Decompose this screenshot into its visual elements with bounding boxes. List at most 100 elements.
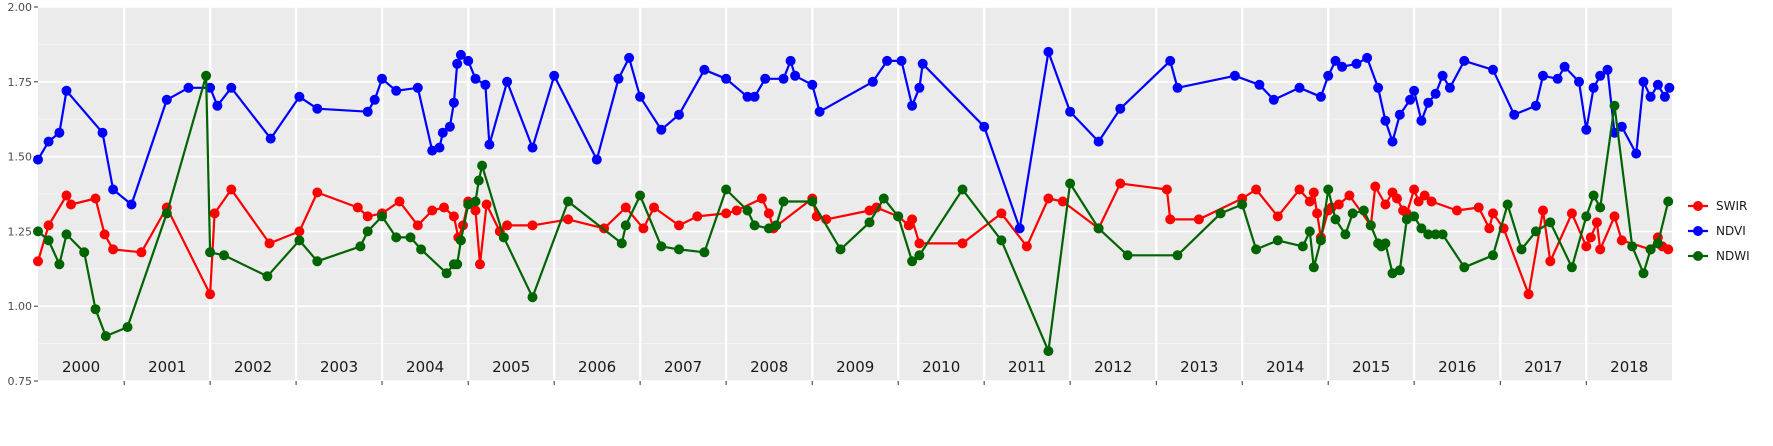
data-point-swir (1616, 235, 1627, 246)
data-point-ndvi (1043, 46, 1054, 57)
data-point-ndvi (1373, 82, 1384, 93)
data-point-ndvi (1394, 109, 1405, 120)
data-point-ndvi (61, 85, 72, 96)
data-point-ndwi (699, 247, 710, 258)
data-point-ndwi (878, 193, 889, 204)
data-point-ndvi (807, 79, 818, 90)
data-point-ndvi (265, 133, 276, 144)
data-point-ndvi (917, 58, 928, 69)
data-point-ndvi (1405, 94, 1416, 105)
data-point-ndwi (79, 247, 90, 258)
year-label: 2013 (1180, 358, 1218, 376)
year-label: 2010 (922, 358, 960, 376)
legend: SWIR NDVI NDWI (1688, 199, 1750, 263)
data-point-ndwi (1093, 223, 1104, 234)
data-point-ndvi (1581, 124, 1592, 135)
data-point-ndvi (1444, 82, 1455, 93)
data-point-ndwi (1347, 208, 1358, 219)
data-point-ndvi (1172, 82, 1183, 93)
data-point-ndvi (1538, 70, 1548, 81)
data-point-ndvi (778, 73, 789, 84)
data-point-ndvi (867, 76, 878, 87)
data-point-swir (90, 193, 101, 204)
data-point-ndvi (205, 82, 216, 93)
data-point-ndwi (201, 70, 212, 81)
data-point-ndvi (161, 94, 172, 105)
data-point-swir (33, 256, 43, 267)
data-point-ndwi (161, 208, 172, 219)
data-point-ndvi (742, 91, 753, 102)
data-point-swir (1595, 244, 1606, 255)
data-point-ndwi (1430, 229, 1441, 240)
year-label: 2009 (836, 358, 874, 376)
data-point-ndvi (699, 64, 710, 75)
data-point-swir (470, 205, 481, 216)
data-point-ndwi (721, 184, 732, 195)
data-point-ndwi (674, 244, 684, 255)
data-point-swir (1523, 289, 1534, 300)
data-point-ndwi (54, 259, 65, 270)
data-point-ndvi (312, 103, 323, 114)
data-point-swir (756, 193, 767, 204)
data-point-ndwi (355, 241, 366, 252)
axes: 0.75 1.00 1.25 1.50 1.75 2.00 2000 2001 2002 2003… (8, 1, 1649, 388)
data-point-ndwi (498, 232, 509, 243)
data-point-ndvi (1437, 70, 1448, 81)
data-point-ndwi (1645, 244, 1656, 255)
legend-label: NDWI (1716, 249, 1750, 263)
data-point-ndwi (1297, 241, 1308, 252)
data-point-ndvi (1351, 58, 1362, 69)
data-point-ndvi (1409, 85, 1420, 96)
data-point-ndvi (1530, 100, 1541, 111)
legend-label: NDVI (1716, 224, 1746, 238)
y-tick-label: 1.00 (8, 300, 33, 313)
data-point-swir (1426, 196, 1437, 207)
data-point-ndwi (1595, 202, 1606, 213)
data-point-ndvi (1645, 91, 1656, 102)
data-point-swir (1545, 256, 1556, 267)
data-point-swir (136, 247, 147, 258)
data-point-ndvi (1616, 121, 1627, 132)
data-point-ndwi (1323, 184, 1334, 195)
data-point-ndwi (100, 331, 111, 342)
data-point-ndvi (108, 184, 119, 195)
data-point-ndvi (1014, 223, 1025, 234)
data-point-ndwi (219, 250, 229, 261)
data-point-ndvi (907, 100, 918, 111)
data-point-ndvi (455, 49, 466, 60)
data-point-ndvi (448, 97, 459, 108)
data-point-ndvi (43, 136, 54, 147)
year-label: 2005 (492, 358, 530, 376)
data-point-ndwi (391, 232, 402, 243)
data-point-ndvi (1588, 82, 1599, 93)
data-point-swir (1581, 241, 1592, 252)
data-point-swir (649, 202, 659, 213)
data-point-ndwi (205, 247, 216, 258)
data-point-swir (61, 190, 72, 201)
data-point-swir (108, 244, 119, 255)
data-point-ndwi (1315, 235, 1326, 246)
data-point-swir (205, 289, 216, 300)
data-point-ndvi (721, 73, 732, 84)
data-point-swir (1609, 211, 1620, 222)
data-point-ndvi (656, 124, 667, 135)
data-point-swir (1193, 214, 1204, 225)
data-point-ndwi (1530, 226, 1541, 237)
data-point-swir (914, 238, 925, 249)
data-point-ndvi (377, 73, 387, 84)
data-point-swir (1344, 190, 1355, 201)
data-point-ndwi (771, 220, 782, 231)
year-label: 2004 (406, 358, 444, 376)
data-point-ndwi (477, 160, 488, 171)
data-point-swir (427, 205, 438, 216)
data-point-ndwi (957, 184, 968, 195)
data-point-ndvi (527, 142, 538, 153)
data-point-ndvi (1294, 82, 1305, 93)
data-point-ndvi (1254, 79, 1265, 90)
data-point-ndwi (452, 259, 463, 270)
data-point-ndvi (1268, 94, 1279, 105)
data-point-swir (1488, 208, 1498, 219)
series-layer (33, 46, 1675, 357)
data-point-ndwi (835, 244, 846, 255)
